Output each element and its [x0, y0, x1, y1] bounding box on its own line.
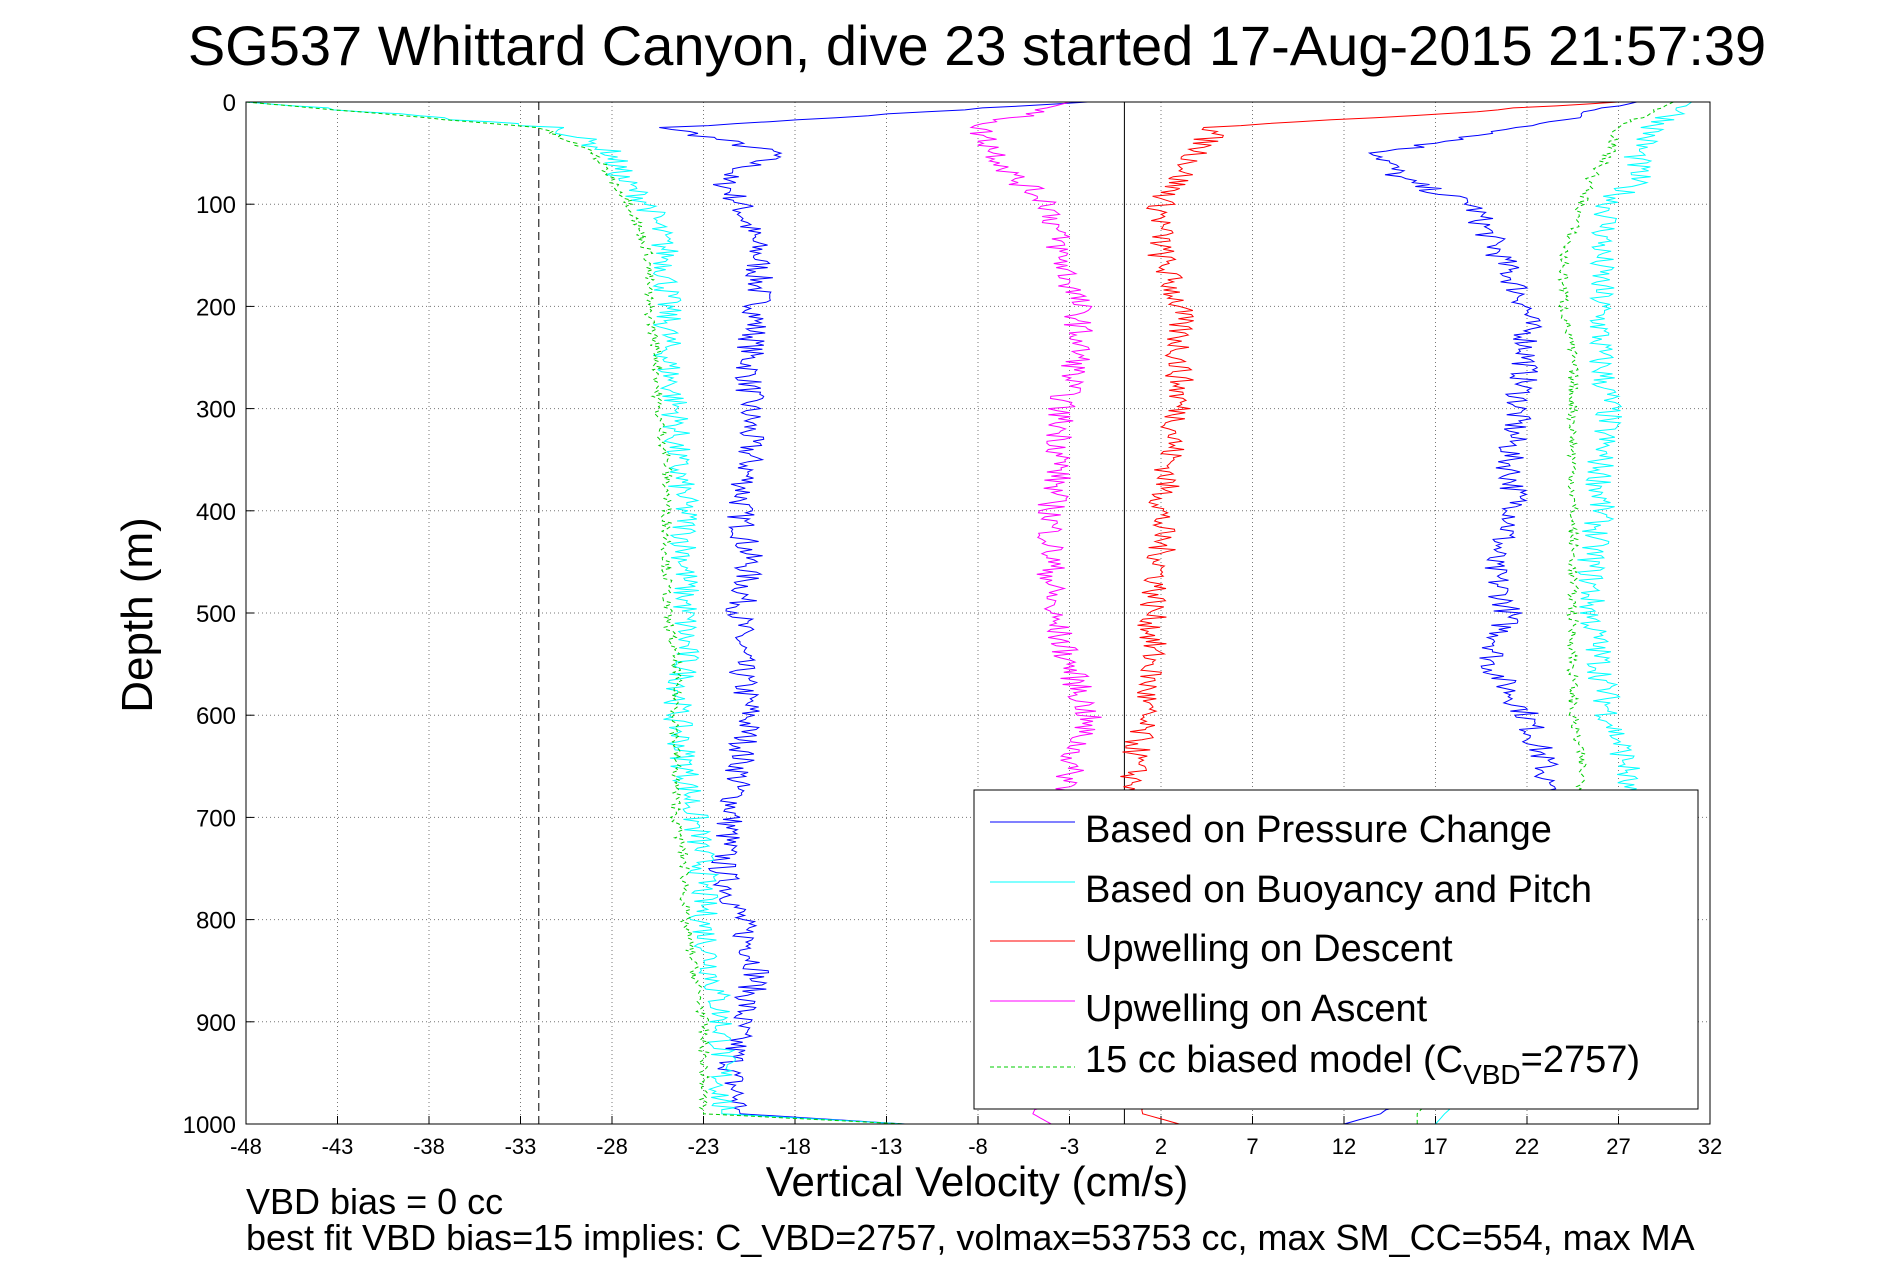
- x-tick-label: -33: [505, 1134, 537, 1159]
- x-tick-label: 7: [1246, 1134, 1258, 1159]
- x-tick-label: -18: [779, 1134, 811, 1159]
- legend-label-buoyancy: Based on Buoyancy and Pitch: [1085, 869, 1592, 911]
- y-tick-label: 100: [196, 192, 236, 219]
- y-axis-label: Depth (m): [113, 517, 162, 713]
- x-tick-label: 27: [1606, 1134, 1630, 1159]
- x-tick-label: 32: [1698, 1134, 1722, 1159]
- x-axis-label: Vertical Velocity (cm/s): [766, 1158, 1188, 1205]
- x-tick-label: -48: [230, 1134, 262, 1159]
- legend-label-pressure: Based on Pressure Change: [1085, 809, 1552, 851]
- x-tick-label: -8: [968, 1134, 988, 1159]
- x-tick-label: -38: [413, 1134, 445, 1159]
- series-line-1-descent: [245, 101, 905, 1125]
- x-tick-label: -13: [871, 1134, 903, 1159]
- y-tick-labels: 0 100 200 300 400 500 600 700 800 900 1000: [183, 90, 236, 1139]
- y-tick-label: 700: [196, 805, 236, 832]
- legend-label-upwelling-ascent: Upwelling on Ascent: [1085, 988, 1428, 1030]
- x-tick-label: 22: [1515, 1134, 1539, 1159]
- y-tick-label: 0: [223, 90, 236, 117]
- series-line-4-model: [245, 101, 905, 1125]
- y-tick-label: 800: [196, 908, 236, 935]
- x-tick-label: -43: [322, 1134, 354, 1159]
- x-tick-label: -3: [1060, 1134, 1080, 1159]
- x-tick-label: 2: [1155, 1134, 1167, 1159]
- y-tick-label: 1000: [183, 1112, 236, 1139]
- best-fit-note: best fit VBD bias=15 implies: C_VBD=2757…: [246, 1217, 1695, 1258]
- legend-box: [973, 789, 1699, 1110]
- legend-label-upwelling-descent: Upwelling on Descent: [1085, 928, 1453, 970]
- x-tick-label: 12: [1332, 1134, 1356, 1159]
- y-tick-label: 300: [196, 397, 236, 424]
- plot-frame: [245, 101, 1711, 1125]
- y-tick-label: 600: [196, 703, 236, 730]
- x-tick-label: -23: [688, 1134, 720, 1159]
- y-tick-label: 900: [196, 1010, 236, 1037]
- chart-title: SG537 Whittard Canyon, dive 23 started 1…: [188, 14, 1766, 77]
- legend-label-biased-model: 15 cc biased model (CVBD=2757): [1085, 1039, 1640, 1090]
- y-tick-label: 500: [196, 601, 236, 628]
- series-line-0-descent: [659, 101, 1088, 1125]
- x-tick-label: 17: [1423, 1134, 1447, 1159]
- x-tick-label: -28: [596, 1134, 628, 1159]
- x-tick-labels: -48 -43 -38 -33 -28 -23 -18 -13 -8 -3 2 7 12 17 22 27 32: [230, 1134, 1722, 1159]
- legend: Based on Pressure Change Based on Buoyan…: [973, 789, 1699, 1110]
- y-tick-label: 200: [196, 294, 236, 321]
- vbd-bias-note: VBD bias = 0 cc: [246, 1181, 503, 1222]
- y-tick-label: 400: [196, 499, 236, 526]
